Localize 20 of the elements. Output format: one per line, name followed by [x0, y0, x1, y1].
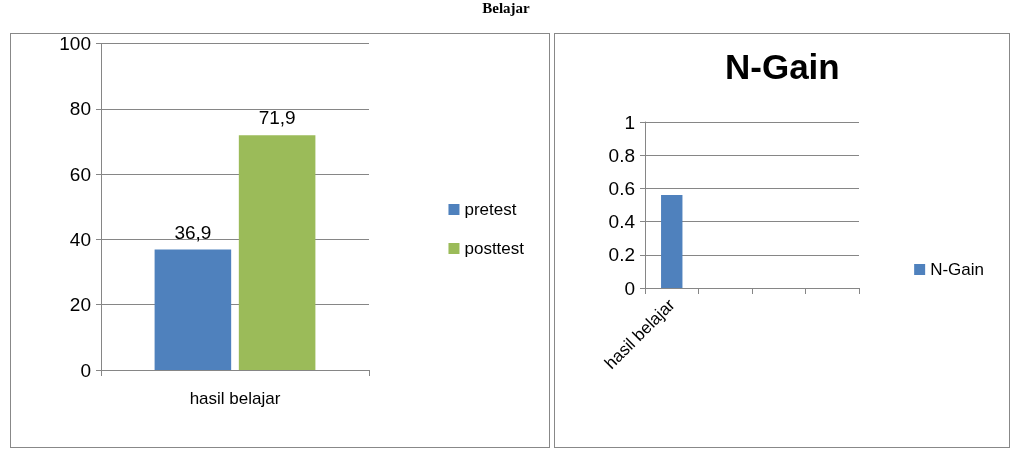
- y-tick-label: 60: [69, 163, 91, 185]
- y-tick-label: 0.6: [608, 177, 635, 199]
- y-tick-label: 40: [69, 228, 91, 250]
- y-tick-label: 20: [69, 294, 91, 316]
- y-tick-label: 1: [624, 111, 635, 133]
- y-tick-label: 0: [80, 359, 91, 381]
- y-tick-label: 0.4: [608, 211, 636, 233]
- x-tick-label: hasil belajar: [189, 389, 281, 408]
- text: Belajar: [481, 0, 531, 16]
- y-tick-label: 100: [59, 33, 91, 54]
- y-tick-label: 0.2: [608, 244, 635, 266]
- legend-label: N-Gain: [930, 260, 985, 279]
- data-label: 71,9: [258, 107, 296, 129]
- legend-label: pretest: [464, 200, 517, 219]
- chart-title: N-Gain: [725, 47, 840, 86]
- y-tick-label: 80: [69, 98, 91, 120]
- legend-label: posttest: [464, 239, 525, 258]
- y-tick-label: 0: [624, 277, 635, 299]
- y-tick-label: 0.8: [608, 144, 635, 166]
- data-label: 36,9: [174, 221, 212, 243]
